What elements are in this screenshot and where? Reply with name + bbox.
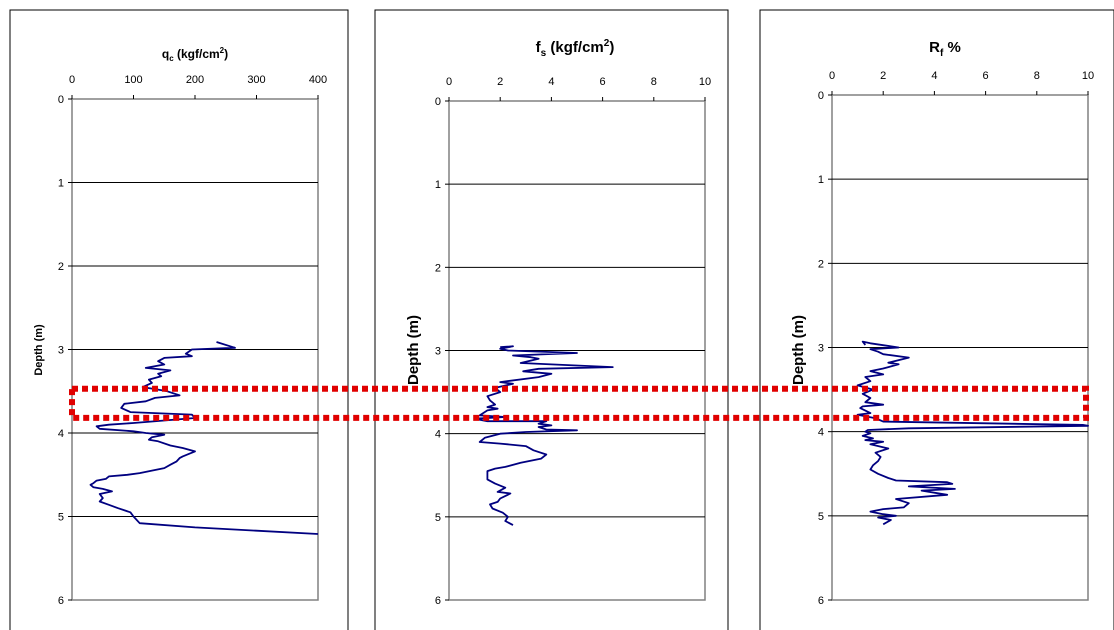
rf-y-tick-label: 0 — [818, 90, 824, 102]
qc-y-tick-label: 6 — [58, 595, 64, 607]
fs-x-tick-label: 6 — [600, 76, 606, 88]
fs-series-line — [473, 345, 614, 526]
qc-x-tick-label: 0 — [69, 74, 75, 86]
qc-x-tick-label: 100 — [124, 74, 142, 86]
panel-fs-plot: 0 1 2 3 4 5 6 0 2 4 6 8 10 — [435, 76, 711, 607]
panel-qc-title: qc (kgf/cm2) — [162, 46, 228, 63]
panel-fs-title: fs (kgf/cm2) — [536, 38, 615, 59]
fs-y-tick-label: 0 — [435, 96, 441, 108]
fs-x-tick-label: 8 — [651, 76, 657, 88]
rf-x-tick-label: 10 — [1082, 70, 1094, 82]
qc-y-tick-label: 3 — [58, 345, 64, 357]
qc-x-tick-label: 300 — [247, 74, 265, 86]
fs-x-tick-label: 2 — [497, 76, 503, 88]
panel-qc-ylabel: Depth (m) — [33, 324, 45, 376]
rf-series-line — [856, 340, 1089, 526]
qc-y-tick-label: 4 — [58, 428, 64, 440]
qc-y-tick-label: 0 — [58, 94, 64, 106]
rf-y-tick-label: 3 — [818, 343, 824, 355]
qc-y-tick-label: 2 — [58, 261, 64, 273]
fs-x-tick-label: 4 — [548, 76, 554, 88]
qc-x-tick-label: 400 — [309, 74, 327, 86]
panel-rf: Rf % Depth (m) 0 1 2 3 4 5 6 0 2 4 6 8 10 — [759, 9, 1114, 630]
rf-x-tick-label: 2 — [880, 70, 886, 82]
rf-x-tick-label: 6 — [983, 70, 989, 82]
panel-qc-plot: 0 1 2 3 4 5 6 0 100 200 300 400 — [58, 74, 327, 607]
rf-y-tick-label: 6 — [818, 595, 824, 607]
panel-fs-ylabel: Depth (m) — [405, 315, 422, 385]
rf-x-tick-label: 0 — [829, 70, 835, 82]
fs-y-tick-label: 2 — [435, 262, 441, 274]
rf-y-tick-label: 1 — [818, 174, 824, 186]
fs-y-tick-label: 3 — [435, 346, 441, 358]
qc-series-line — [89, 341, 319, 535]
fs-x-tick-label: 0 — [446, 76, 452, 88]
fs-y-tick-label: 5 — [435, 512, 441, 524]
rf-x-tick-label: 8 — [1034, 70, 1040, 82]
rf-x-tick-label: 4 — [931, 70, 937, 82]
qc-x-tick-label: 200 — [186, 74, 204, 86]
qc-y-tick-label: 5 — [58, 512, 64, 524]
panel-qc: qc (kgf/cm2) Depth (m) 0 1 2 3 4 5 6 0 100 200 300… — [9, 9, 349, 630]
panel-rf-ylabel: Depth (m) — [790, 315, 807, 385]
rf-y-tick-label: 2 — [818, 258, 824, 270]
fs-y-tick-label: 4 — [435, 429, 441, 441]
panel-rf-plot: 0 1 2 3 4 5 6 0 2 4 6 8 10 — [818, 70, 1094, 607]
fs-x-tick-label: 10 — [699, 76, 711, 88]
fs-y-tick-label: 6 — [435, 595, 441, 607]
rf-y-tick-label: 4 — [818, 427, 824, 439]
fs-y-tick-label: 1 — [435, 179, 441, 191]
qc-y-tick-label: 1 — [58, 178, 64, 190]
panel-fs: fs (kgf/cm2) Depth (m) 0 1 2 3 4 5 6 0 2 4 6 8 10 — [374, 9, 729, 630]
highlight-band — [69, 385, 1089, 421]
panel-rf-title: Rf % — [929, 39, 961, 59]
rf-y-tick-label: 5 — [818, 511, 824, 523]
